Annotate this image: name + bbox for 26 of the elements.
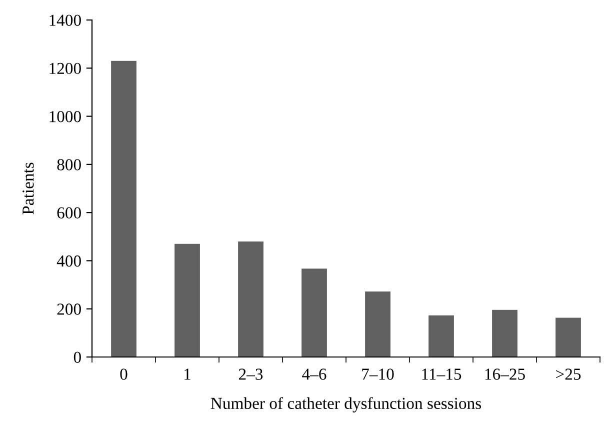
x-tick-label: 0 [120, 368, 128, 380]
bar [556, 318, 581, 357]
bar [365, 292, 390, 357]
y-tick-label: 200 [57, 304, 81, 315]
x-tick-label: 16–25 [485, 368, 525, 380]
x-axis-title: Number of catheter dysfunction sessions [210, 397, 482, 412]
y-tick-label: 1000 [50, 110, 81, 122]
x-tick-label: 2–3 [238, 368, 263, 380]
bar [492, 310, 518, 357]
y-tick-label: 1200 [50, 62, 81, 74]
y-tick-label: 0 [74, 352, 81, 363]
bar [428, 315, 454, 357]
y-tick-label: 800 [57, 159, 81, 170]
bar [174, 244, 200, 357]
y-tick-label: 600 [57, 207, 81, 219]
bar [111, 60, 136, 357]
x-tick-label: 11–15 [422, 368, 462, 380]
y-tick-label: 400 [56, 255, 81, 267]
x-tick-label: 4–6 [302, 368, 326, 380]
x-tick-label: 1 [184, 368, 190, 380]
x-tick-label: >25 [556, 368, 581, 380]
bar [238, 241, 264, 357]
x-tick-label: 7–10 [362, 368, 394, 380]
y-axis-title: Patients [22, 162, 34, 214]
y-tick-label: 1400 [50, 14, 81, 26]
bar [302, 268, 327, 357]
